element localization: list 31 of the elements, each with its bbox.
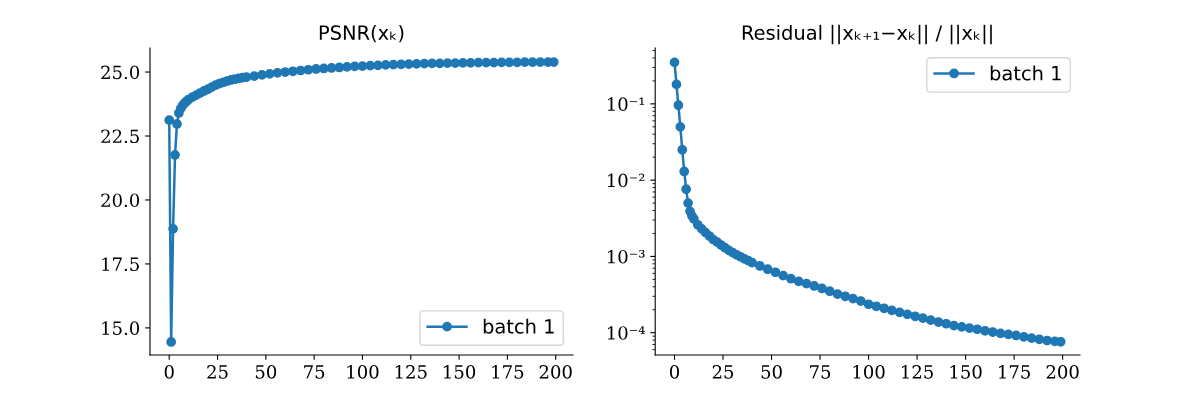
y-tick-label: 15.0	[102, 321, 140, 335]
x-tick-label: 175	[999, 365, 1030, 379]
x-tick-label: 0	[669, 365, 680, 379]
x-tick-label: 150	[444, 365, 476, 379]
legend-label: batch 1	[990, 65, 1061, 81]
x-tick-label: 25	[712, 365, 734, 379]
chart-title: PSNR(xₖ)	[319, 24, 404, 43]
x-tick-label: 150	[950, 365, 982, 379]
y-tick-label: 10⁻⁴	[607, 326, 645, 340]
x-tick-label: 25	[207, 365, 228, 379]
y-tick-label: 20.0	[101, 193, 140, 208]
x-tick-label: 200	[1046, 365, 1079, 379]
y-tick-label: 22.5	[101, 129, 139, 144]
y-tick-label: 25.0	[101, 65, 140, 80]
x-tick-label: 50	[255, 365, 277, 379]
y-tick-label: 10⁻³	[607, 249, 645, 264]
x-tick-label: 100	[853, 365, 885, 379]
x-tick-label: 200	[539, 365, 572, 379]
x-tick-label: 50	[761, 365, 782, 379]
x-tick-label: 75	[304, 365, 325, 379]
x-tick-label: 175	[492, 365, 524, 379]
y-tick-label: 17.5	[102, 257, 139, 272]
x-tick-label: 125	[395, 365, 427, 379]
y-tick-label: 10⁻²	[607, 173, 645, 188]
legend-label: batch 1	[483, 318, 554, 334]
chart-title: Residual ||xₖ₊₁−xₖ|| / ||xₖ||	[742, 24, 992, 45]
x-tick-label: 100	[347, 365, 379, 379]
x-tick-label: 0	[164, 365, 174, 379]
x-tick-label: 75	[810, 365, 831, 379]
x-tick-label: 125	[902, 365, 933, 379]
y-tick-label: 10⁻¹	[607, 97, 645, 111]
